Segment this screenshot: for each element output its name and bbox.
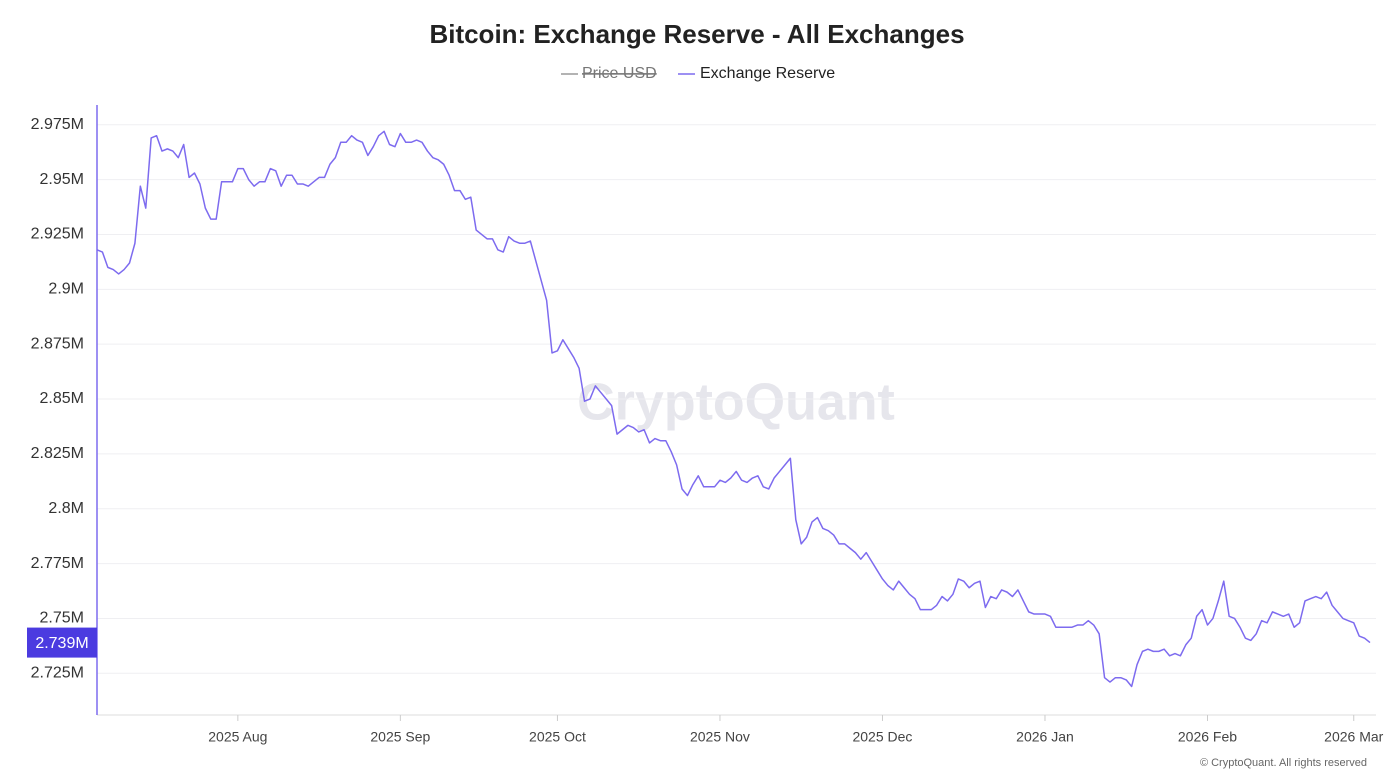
reserve-line: [96, 130, 1371, 688]
x-tick-label: 2025 Dec: [852, 729, 912, 745]
y-tick-label: 2.9M: [48, 281, 84, 298]
legend-entry[interactable]: Exchange Reserve: [700, 65, 835, 82]
x-tick-label: 2026 Jan: [1016, 729, 1074, 745]
x-tick-label: 2025 Aug: [208, 729, 267, 745]
x-tick-label: 2026 Mar: [1324, 729, 1383, 745]
y-tick-label: 2.875M: [31, 335, 84, 352]
y-tick-label: 2.95M: [40, 171, 84, 188]
x-tick-label: 2026 Feb: [1178, 729, 1237, 745]
y-tick-label: 2.775M: [31, 555, 84, 572]
y-tick-label: 2.925M: [31, 226, 84, 243]
x-tick-label: 2025 Sep: [370, 729, 430, 745]
y-tick-label: 2.975M: [31, 116, 84, 133]
price-tag-bg: [27, 627, 97, 658]
y-tick-label: 2.8M: [48, 500, 84, 517]
y-tick-label: 2.85M: [40, 390, 84, 407]
credit: © CryptoQuant. All rights reserved: [1200, 757, 1367, 769]
x-tick-label: 2025 Oct: [529, 729, 586, 745]
legend-entry-hidden[interactable]: Price USD: [582, 65, 657, 82]
price-tag: 2.739M: [35, 635, 88, 652]
y-tick-label: 2.825M: [31, 445, 84, 462]
x-tick-label: 2025 Nov: [690, 729, 750, 745]
watermark: CryptoQuant: [577, 374, 895, 432]
y-tick-label: 2.75M: [40, 610, 84, 627]
chart-title: Bitcoin: Exchange Reserve - All Exchange…: [429, 19, 964, 49]
y-tick-label: 2.725M: [31, 665, 84, 682]
